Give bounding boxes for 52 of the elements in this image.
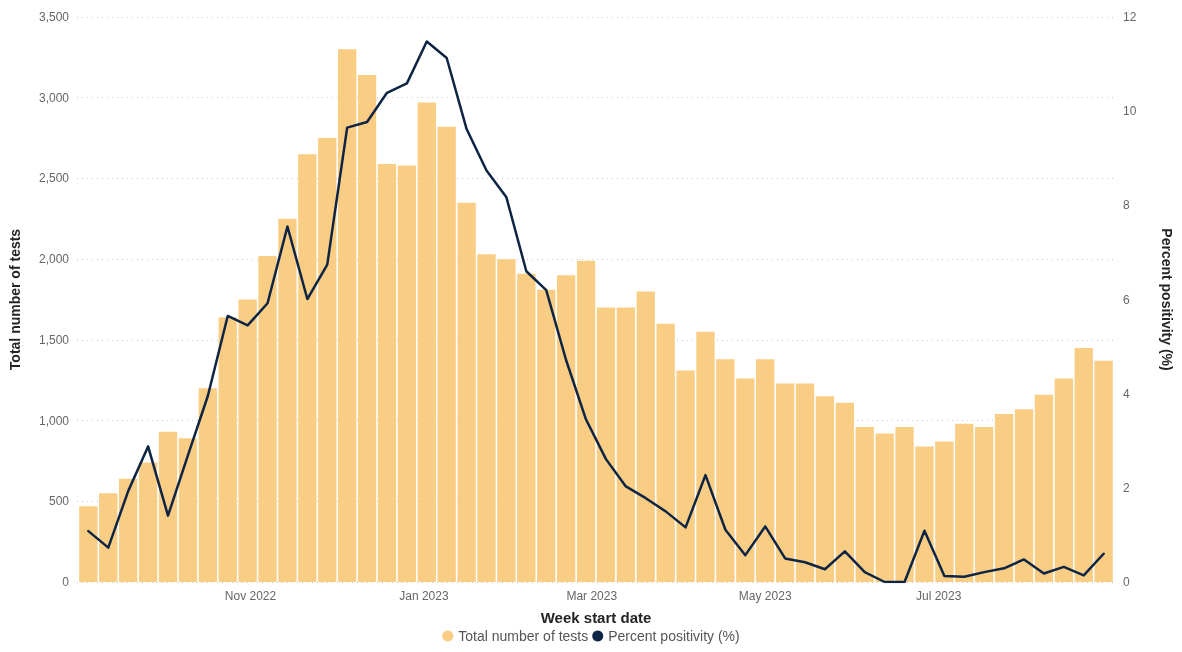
bar — [397, 165, 417, 582]
x-tick-label: Mar 2023 — [566, 589, 618, 603]
bar — [775, 383, 795, 582]
line-series — [87, 40, 1105, 584]
bar — [1014, 409, 1034, 582]
bar — [835, 402, 854, 582]
bar — [815, 396, 835, 582]
x-axis-title: Week start date — [540, 609, 652, 626]
bar — [1054, 378, 1073, 582]
bar — [377, 163, 397, 582]
bar — [636, 291, 655, 582]
bar — [158, 431, 178, 582]
y2-tick-label: 2 — [1123, 480, 1130, 495]
y-tick-label: 1,500 — [38, 332, 70, 347]
bar — [537, 289, 556, 582]
y2-tick-label: 8 — [1123, 198, 1130, 213]
legend-label: Percent positivity (%) — [608, 628, 740, 644]
y2-tick-label: 6 — [1123, 292, 1130, 307]
x-tick-label: May 2023 — [738, 589, 792, 603]
bar — [1034, 394, 1054, 582]
y-axis-title: Total number of tests — [7, 228, 23, 371]
bar — [338, 49, 357, 582]
y-tick-label: 2,000 — [38, 252, 70, 267]
bar — [616, 307, 636, 582]
y2-tick-label: 10 — [1123, 104, 1137, 119]
y-tick-label: 500 — [48, 494, 70, 509]
y2-tick-label: 12 — [1123, 10, 1137, 24]
bar — [795, 383, 815, 582]
y-tick-label: 2,500 — [38, 171, 70, 186]
bar — [178, 438, 198, 582]
bar — [119, 478, 138, 582]
legend-label: Total number of tests — [458, 628, 589, 644]
bar — [138, 462, 158, 582]
y2-tick-label: 0 — [1123, 575, 1130, 589]
y2-axis-title: Percent positivity (%) — [1159, 228, 1175, 371]
bar — [198, 388, 217, 582]
bar — [417, 102, 436, 582]
y-tick-label: 3,500 — [38, 10, 70, 24]
bar — [756, 359, 775, 582]
y-tick-label: 0 — [62, 575, 70, 589]
x-tick-label: Nov 2022 — [224, 589, 277, 603]
bar — [994, 414, 1014, 582]
x-tick-label: Jan 2023 — [399, 589, 449, 603]
y-tick-label: 1,000 — [38, 413, 70, 428]
bar — [556, 275, 576, 582]
y-tick-label: 3,000 — [38, 90, 70, 105]
bar — [576, 260, 596, 582]
bar — [975, 427, 994, 582]
bar — [596, 307, 616, 582]
bar — [357, 75, 377, 582]
x-tick-label: Jul 2023 — [915, 589, 962, 603]
y2-tick-label: 4 — [1123, 386, 1130, 401]
